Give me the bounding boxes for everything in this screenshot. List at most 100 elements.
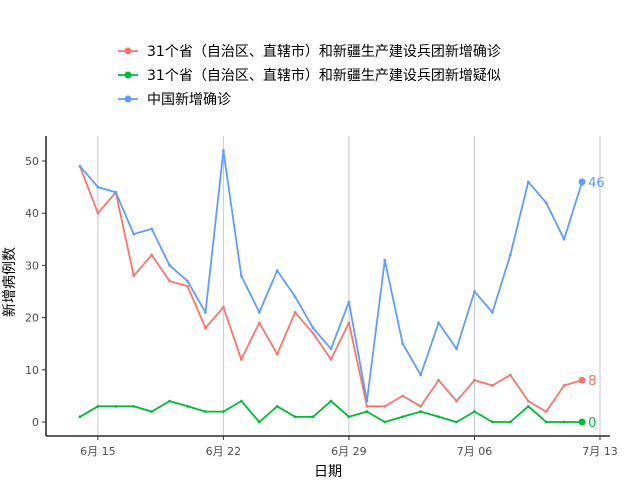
series-0 xyxy=(78,164,586,413)
data-point xyxy=(419,373,423,377)
y-tick-label: 10 xyxy=(25,364,39,377)
data-point xyxy=(347,321,351,325)
data-point xyxy=(544,420,548,424)
data-point xyxy=(257,310,261,314)
data-point xyxy=(204,410,207,413)
data-point xyxy=(257,420,261,424)
data-point xyxy=(222,410,225,413)
data-point xyxy=(96,404,100,408)
data-point xyxy=(239,399,243,403)
data-point xyxy=(168,279,172,283)
data-point xyxy=(491,384,494,387)
data-point xyxy=(437,415,440,419)
x-tick-label: 6月 29 xyxy=(331,445,367,458)
data-point xyxy=(114,404,118,408)
data-point xyxy=(293,295,297,299)
data-point xyxy=(132,404,136,408)
y-ticks: 0 10 20 30 40 50 xyxy=(25,155,46,429)
data-point xyxy=(150,227,154,231)
data-point xyxy=(544,201,548,205)
end-point-0 xyxy=(578,376,586,384)
data-point xyxy=(526,180,530,184)
data-point xyxy=(365,399,369,403)
data-point xyxy=(383,258,387,262)
data-point xyxy=(168,264,172,267)
data-point xyxy=(293,415,297,419)
data-point xyxy=(132,232,136,236)
x-tick-label: 7月 06 xyxy=(457,445,493,458)
data-point xyxy=(168,399,172,403)
legend-label: 中国新增确诊 xyxy=(147,92,231,108)
legend-key-point xyxy=(124,47,132,55)
data-point xyxy=(186,284,189,288)
data-point xyxy=(562,237,566,241)
data-point xyxy=(275,352,279,356)
data-point xyxy=(491,310,494,314)
data-point xyxy=(401,415,405,419)
data-point xyxy=(275,269,279,273)
data-point xyxy=(455,347,458,351)
data-point xyxy=(329,347,333,351)
legend-item-2: 中国新增确诊 xyxy=(118,92,231,108)
y-axis-title: 新增病例数 xyxy=(2,247,18,317)
data-point xyxy=(562,420,566,424)
y-tick-label: 0 xyxy=(32,416,39,429)
data-point xyxy=(437,378,440,382)
data-point xyxy=(419,410,423,413)
data-point xyxy=(150,253,154,257)
data-point xyxy=(347,415,351,419)
end-labels: 8 0 46 xyxy=(588,176,605,431)
x-tick-label: 7月 13 xyxy=(582,445,618,458)
data-point xyxy=(562,384,566,387)
data-point xyxy=(473,290,476,293)
x-tick-label: 6月 22 xyxy=(206,445,242,458)
end-point-1 xyxy=(578,418,586,426)
data-point xyxy=(150,410,154,413)
data-point xyxy=(473,378,476,382)
data-point xyxy=(311,415,315,419)
data-point xyxy=(526,399,530,403)
data-point xyxy=(508,420,512,424)
data-point xyxy=(473,410,476,413)
x-ticks: 6月 15 6月 22 6月 29 7月 06 7月 13 xyxy=(80,436,618,458)
data-point xyxy=(114,190,118,194)
data-point xyxy=(401,394,405,398)
legend-label: 31个省（自治区、直辖市）和新疆生产建设兵团新增疑似 xyxy=(147,67,501,84)
data-point xyxy=(508,253,512,257)
data-point xyxy=(186,279,189,283)
data-point xyxy=(365,410,369,413)
series-line-2 xyxy=(79,149,583,403)
data-point xyxy=(419,404,423,408)
data-point xyxy=(186,404,189,408)
end-point-2 xyxy=(578,178,586,186)
x-axis-title: 日期 xyxy=(314,464,342,480)
data-point xyxy=(437,321,440,325)
y-tick-label: 20 xyxy=(25,312,39,325)
data-point xyxy=(401,342,405,346)
data-point xyxy=(383,404,387,408)
data-point xyxy=(455,420,458,424)
series-layer xyxy=(78,149,586,426)
data-point xyxy=(78,164,82,168)
data-point xyxy=(132,274,136,278)
data-point xyxy=(365,404,369,408)
legend-item-0: 31个省（自治区、直辖市）和新疆生产建设兵团新增确诊 xyxy=(118,43,501,60)
series-2 xyxy=(78,149,586,403)
data-point xyxy=(347,300,351,304)
data-point xyxy=(508,373,512,377)
data-point xyxy=(96,211,100,215)
x-tick-label: 6月 15 xyxy=(80,445,116,458)
legend-key-point xyxy=(124,95,132,103)
data-point xyxy=(204,326,207,330)
data-point xyxy=(544,410,548,413)
data-point xyxy=(329,399,333,403)
end-label-2: 46 xyxy=(588,176,605,191)
data-point xyxy=(293,310,297,314)
data-point xyxy=(311,326,315,330)
data-point xyxy=(239,274,243,278)
data-point xyxy=(96,185,100,189)
y-tick-label: 50 xyxy=(25,155,39,168)
legend-key-point xyxy=(124,71,132,79)
data-point xyxy=(257,321,261,325)
